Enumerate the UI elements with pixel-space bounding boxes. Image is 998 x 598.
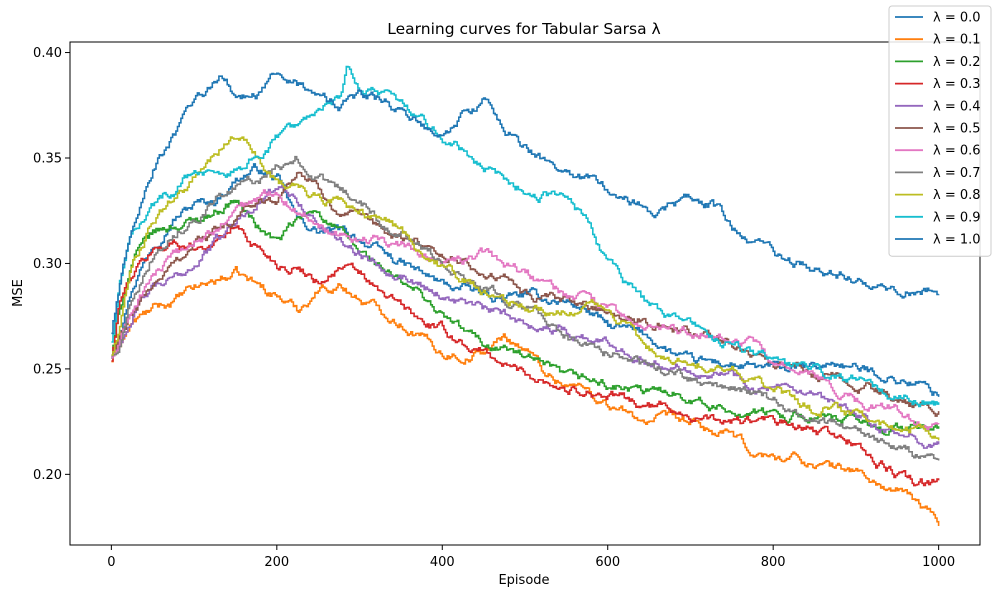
plot-area bbox=[69, 41, 981, 546]
series-line-4 bbox=[111, 185, 940, 449]
legend-entry: λ = 1.0 bbox=[933, 233, 981, 248]
x-tick-label: 800 bbox=[761, 555, 786, 570]
legend-entry: λ = 0.5 bbox=[933, 122, 981, 137]
legend-entry: λ = 0.3 bbox=[933, 77, 981, 92]
x-axis-label: Episode bbox=[498, 573, 549, 588]
x-tick-label: 1000 bbox=[922, 555, 955, 570]
series-line-8 bbox=[111, 136, 940, 441]
y-axis: 0.20 0.25 0.30 0.35 0.40 bbox=[33, 46, 70, 483]
y-tick-label: 0.20 bbox=[33, 468, 62, 483]
plot-frame bbox=[69, 41, 981, 546]
series-line-1 bbox=[111, 266, 940, 526]
series-line-10 bbox=[111, 72, 940, 335]
x-tick-label: 200 bbox=[264, 555, 289, 570]
x-tick-label: 0 bbox=[107, 555, 115, 570]
series-lines bbox=[111, 65, 940, 526]
legend-entry: λ = 0.1 bbox=[933, 33, 981, 48]
series-line-6 bbox=[111, 189, 940, 431]
y-tick-label: 0.30 bbox=[33, 257, 62, 272]
legend-entry: λ = 0.4 bbox=[933, 99, 981, 114]
x-axis: 0 200 400 600 800 1000 bbox=[107, 545, 955, 570]
chart-title: Learning curves for Tabular Sarsa λ bbox=[387, 20, 660, 38]
series-line-0 bbox=[111, 163, 940, 397]
legend-box bbox=[888, 5, 992, 257]
legend-entry: λ = 0.2 bbox=[933, 55, 981, 70]
series-line-3 bbox=[111, 225, 940, 487]
legend-entry: λ = 0.6 bbox=[933, 144, 981, 159]
legend-entry: λ = 0.0 bbox=[933, 11, 981, 26]
y-axis-label: MSE bbox=[11, 279, 26, 307]
series-line-5 bbox=[111, 171, 940, 417]
series-line-7 bbox=[111, 155, 940, 461]
legend-entry: λ = 0.7 bbox=[933, 166, 981, 181]
y-tick-label: 0.35 bbox=[33, 151, 62, 166]
y-tick-label: 0.25 bbox=[33, 362, 62, 377]
legend: λ = 0.0 λ = 0.1 λ = 0.2 λ = 0.3 λ = 0.4 λ = 0… bbox=[888, 5, 992, 257]
x-tick-label: 600 bbox=[595, 555, 620, 570]
series-line-9 bbox=[111, 65, 940, 408]
y-tick-label: 0.40 bbox=[33, 46, 62, 61]
x-tick-label: 400 bbox=[430, 555, 455, 570]
legend-entry: λ = 0.8 bbox=[933, 188, 981, 203]
legend-entry: λ = 0.9 bbox=[933, 210, 981, 225]
